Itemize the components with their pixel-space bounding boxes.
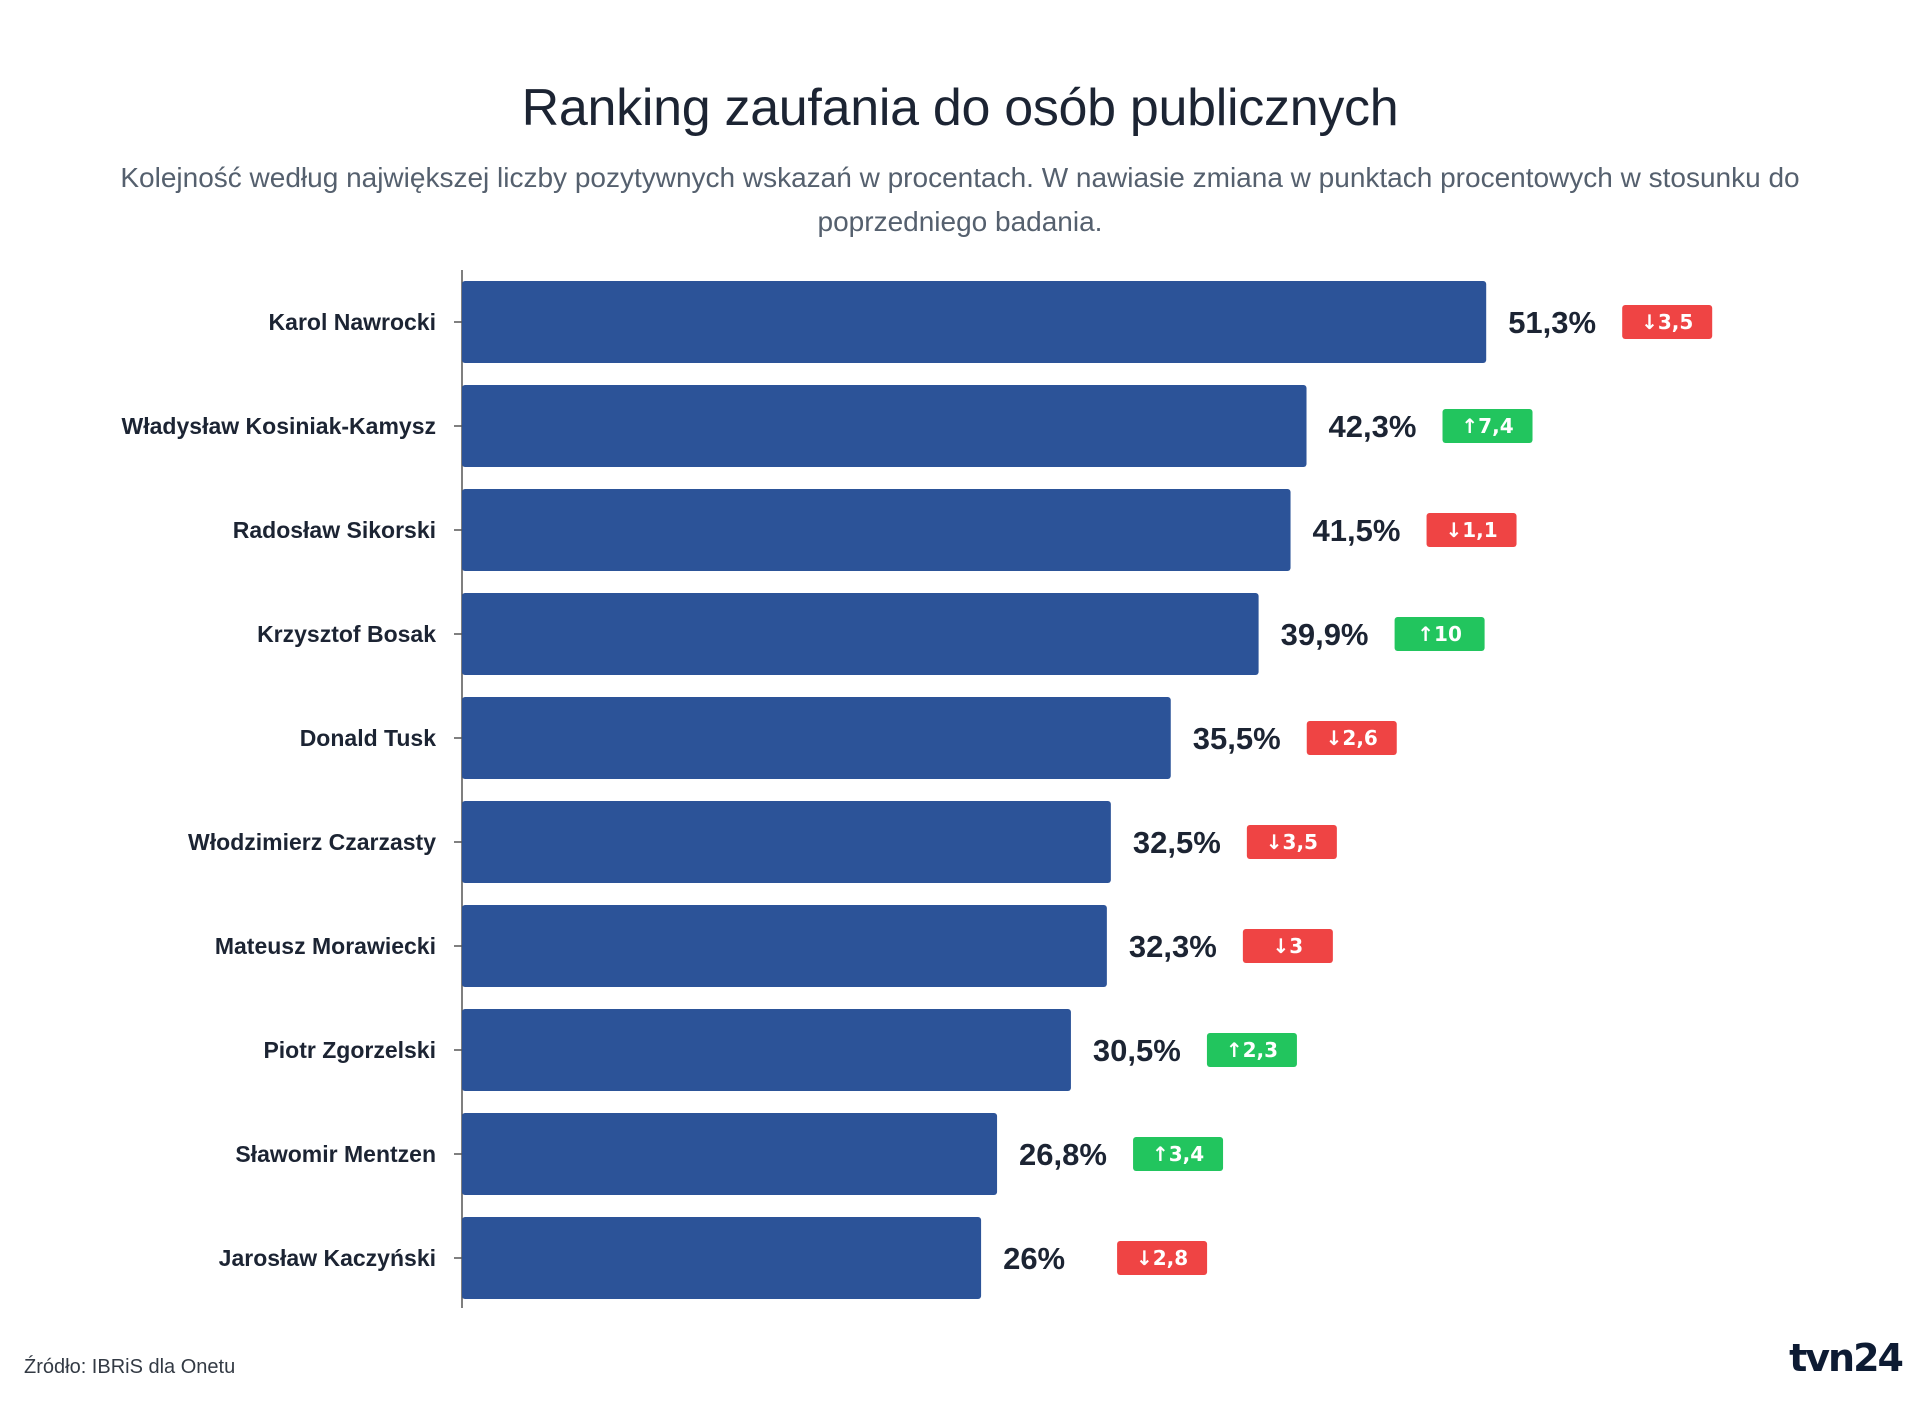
source-note: Źródło: IBRiS dla Onetu [24, 1356, 236, 1378]
category-label: Radosław Sikorski [233, 517, 436, 543]
category-label: Władysław Kosiniak-Kamysz [122, 413, 436, 439]
change-label: ↑7,4 [1461, 414, 1513, 438]
change-label: ↑2,3 [1226, 1038, 1278, 1062]
change-label: ↓2,6 [1326, 726, 1378, 750]
bar [462, 905, 1107, 987]
value-label: 32,3% [1129, 929, 1217, 964]
category-label: Krzysztof Bosak [257, 621, 436, 647]
change-badge [1306, 721, 1397, 755]
category-label: Karol Nawrocki [269, 309, 436, 335]
value-label: 35,5% [1193, 721, 1281, 756]
change-badge [1206, 1033, 1297, 1067]
bar [462, 1217, 982, 1299]
value-label: 30,5% [1093, 1033, 1181, 1068]
change-badge [1622, 305, 1713, 339]
value-label: 32,5% [1133, 825, 1221, 860]
value-label: 39,9% [1281, 617, 1369, 652]
category-label: Sławomir Mentzen [235, 1141, 436, 1167]
change-badge [1133, 1137, 1224, 1171]
category-label: Mateusz Morawiecki [215, 933, 436, 959]
value-label: 26,8% [1019, 1137, 1107, 1172]
change-label: ↑3,4 [1152, 1142, 1204, 1166]
change-label: ↓3,5 [1641, 310, 1693, 334]
change-label: ↓2,8 [1136, 1246, 1188, 1270]
category-label: Jarosław Kaczyński [219, 1245, 436, 1271]
bar [462, 1009, 1071, 1091]
change-badge [1117, 1241, 1208, 1275]
category-label: Donald Tusk [300, 725, 437, 751]
category-label: Włodzimierz Czarzasty [188, 829, 436, 855]
value-label: 51,3% [1508, 305, 1596, 340]
change-label: ↑10 [1417, 622, 1462, 646]
bar [462, 281, 1487, 363]
value-label: 41,5% [1313, 513, 1401, 548]
change-label: ↓3 [1273, 934, 1304, 958]
bar [462, 1113, 998, 1195]
change-label: ↓1,1 [1445, 518, 1497, 542]
change-badge [1426, 513, 1517, 547]
bar [462, 593, 1259, 675]
bar [462, 697, 1171, 779]
bar [462, 489, 1291, 571]
category-label: Piotr Zgorzelski [263, 1037, 436, 1063]
change-badge [1394, 617, 1485, 651]
value-label: 26% [1003, 1241, 1065, 1276]
value-label: 42,3% [1329, 409, 1417, 444]
chart-subtitle: Kolejność według największej liczby pozy… [120, 162, 1800, 237]
change-label: ↓3,5 [1266, 830, 1318, 854]
bar [462, 385, 1307, 467]
change-badge [1242, 929, 1333, 963]
tvn24-logo: tvn24 [1789, 1336, 1904, 1380]
change-badge [1442, 409, 1533, 443]
change-badge [1246, 825, 1337, 859]
bar [462, 801, 1111, 883]
chart-title: Ranking zaufania do osób publicznych [521, 79, 1399, 137]
